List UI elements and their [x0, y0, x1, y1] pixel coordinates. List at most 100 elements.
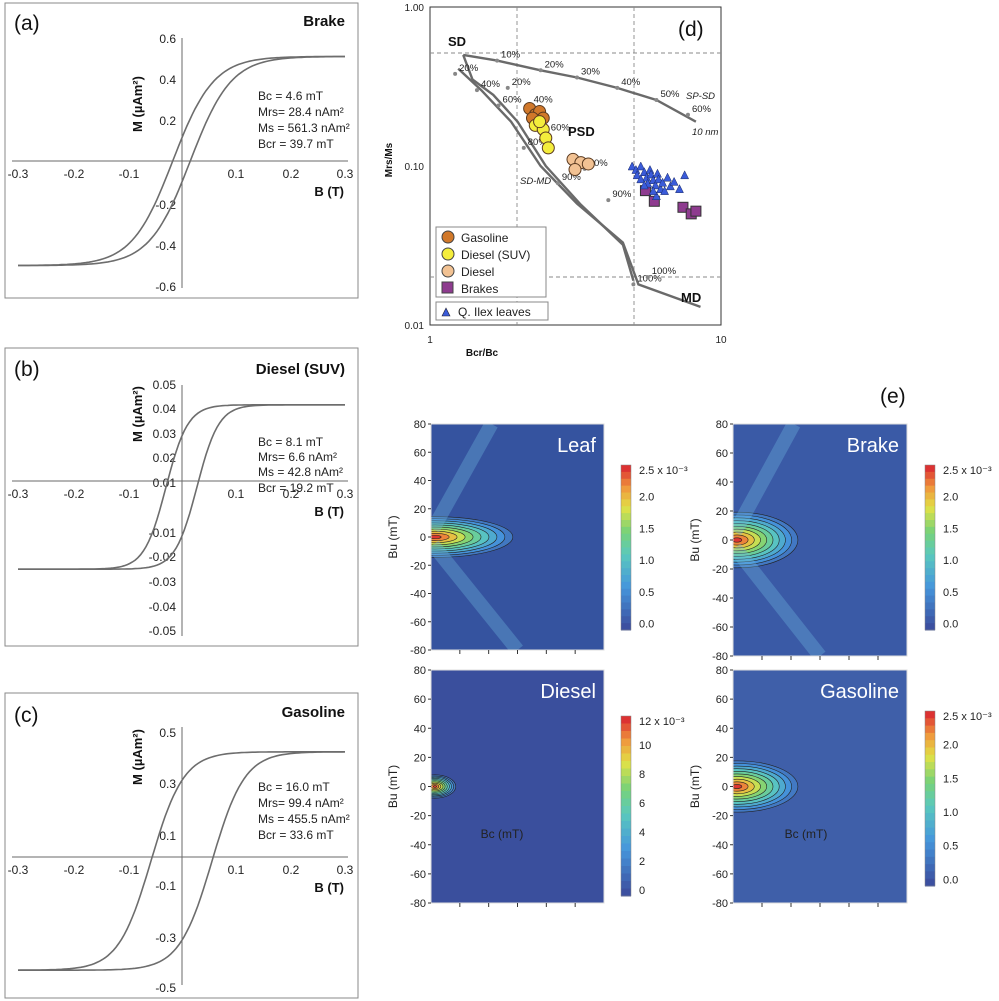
- colorbar-segment: [621, 888, 631, 897]
- data-point-diesel-suv: [533, 115, 547, 129]
- colorbar-segment: [621, 821, 631, 829]
- map-contours: [431, 424, 523, 650]
- colorbar-segment: [925, 856, 935, 865]
- colorbar-max-label: 2.5 x 10⁻³: [943, 711, 992, 723]
- mixing-point: [453, 71, 458, 76]
- data-point-brakes: [677, 201, 689, 213]
- colorbar-segment: [621, 746, 631, 754]
- colorbar-segment: [621, 465, 631, 473]
- y-tick-label: 1.00: [405, 3, 425, 14]
- colorbar-tick-label: 0.0: [943, 874, 958, 886]
- colorbar-segment: [621, 783, 631, 792]
- colorbar-segment: [925, 588, 935, 597]
- colorbar-segment: [621, 499, 631, 507]
- x-tick-label: 0.2: [283, 863, 300, 877]
- colorbar-segment: [925, 526, 935, 535]
- y-axis-label: Mrs/Ms: [384, 142, 395, 177]
- legend: Gasoline Diesel (SUV) Diesel Brakes Q. I…: [435, 226, 549, 321]
- colorbar-segment: [925, 561, 935, 569]
- data-point-q-ilex-leaves: [663, 172, 672, 182]
- colorbar-segment: [621, 738, 631, 747]
- y-tick-label: 0: [420, 782, 426, 794]
- colorbar-segment: [925, 725, 935, 734]
- colorbar-segment: [621, 561, 631, 569]
- colorbar-segment: [925, 485, 935, 493]
- y-tick-label: 20: [414, 752, 426, 764]
- mixing-point: [615, 85, 620, 90]
- data-point-q-ilex-leaves: [658, 177, 668, 187]
- colorbar-segment: [621, 492, 631, 500]
- colorbar-segment: [621, 547, 631, 555]
- y-tick-label: -0.1: [155, 879, 176, 893]
- y-tick-label: -60: [410, 869, 426, 881]
- y-tick-label: -80: [712, 651, 728, 663]
- y-axis-label: M (µAm²): [130, 76, 145, 132]
- colorbar-tick-label: 1.5: [943, 523, 958, 535]
- chart-title: Gasoline: [282, 704, 345, 721]
- param-line: Bcr = 33.6 mT: [258, 828, 334, 842]
- data-point-q-ilex-leaves: [636, 174, 646, 184]
- colorbar-segment: [621, 540, 631, 548]
- mixing-point: [574, 75, 579, 80]
- colorbar-segment: [925, 849, 935, 858]
- legend-entry: Brakes: [461, 282, 498, 296]
- colorbar-segment: [925, 471, 935, 480]
- y-tick-label: -20: [410, 811, 426, 823]
- mixing-percent-label: 20%: [545, 59, 565, 70]
- y-tick-label: -0.6: [155, 280, 176, 294]
- colorbar-segment: [621, 881, 631, 889]
- panel-label: (b): [14, 358, 40, 381]
- y-tick-label: 0.4: [159, 73, 176, 87]
- colorbar-segment: [621, 761, 631, 769]
- colorbar-segment: [925, 533, 935, 542]
- y-tick-label: 0.01: [153, 476, 177, 490]
- param-line: Ms = 455.5 nAm²: [258, 812, 350, 826]
- hysteresis-panel-gasoline: (c) Gasoline -0.3 -0.2 -0.1 0.1 0.2 0.3 …: [4, 692, 359, 999]
- map-title: Diesel: [540, 681, 596, 703]
- colorbar-segment: [925, 478, 935, 487]
- colorbar-tick-label: 0.5: [943, 841, 958, 853]
- forc-map-brake: Brake 80 60 40 20 0 -20 -40 -60 -80 Bu (mT) 2.5 x 1…: [688, 419, 992, 663]
- contour-level: [733, 537, 743, 543]
- colorbar-tick-label: 2.0: [639, 492, 654, 504]
- colorbar-segment: [621, 595, 631, 603]
- colorbar-segment: [925, 711, 935, 719]
- y-tick-label: -20: [712, 811, 728, 823]
- region-label-md: MD: [681, 290, 701, 305]
- colorbar-tick-label: 1.0: [943, 555, 958, 567]
- colorbar-segment: [621, 858, 631, 867]
- colorbar-segment: [925, 732, 935, 741]
- mixing-percent-label: 60%: [503, 95, 523, 106]
- mixing-percent-label: 100%: [637, 273, 662, 284]
- colorbar-segment: [925, 798, 935, 807]
- colorbar-tick-label: 10: [639, 740, 651, 752]
- colorbar-segment: [925, 747, 935, 756]
- y-axis-label: Bu (mT): [386, 515, 400, 558]
- y-tick-label: -0.3: [155, 931, 176, 945]
- data-point-q-ilex-leaves: [680, 170, 690, 180]
- mixing-point: [685, 112, 690, 117]
- mixing-point: [606, 198, 611, 203]
- colorbar-tick-label: 1.0: [943, 807, 958, 819]
- data-point-q-ilex-leaves: [654, 174, 663, 184]
- colorbar-segment: [621, 575, 631, 583]
- colorbar-frame: [924, 710, 936, 887]
- colorbar-segment: [621, 478, 631, 487]
- hysteresis-lower-branch: [18, 751, 346, 971]
- y-tick-label: 40: [716, 477, 728, 489]
- colorbar-segment: [925, 623, 935, 631]
- mixing-percent-label: 20%: [459, 63, 479, 74]
- map-contours: [733, 424, 826, 656]
- y-tick-label: -0.04: [149, 600, 177, 614]
- colorbar-frame: [620, 464, 632, 631]
- y-tick-label: 80: [414, 665, 426, 677]
- colorbar-segment: [621, 520, 631, 528]
- data-point-diesel: [568, 163, 582, 177]
- contour-level: [433, 785, 437, 788]
- mixing-point: [474, 88, 479, 93]
- colorbar-segment: [925, 602, 935, 610]
- y-tick-label: -60: [410, 617, 426, 629]
- param-line: Bcr = 39.7 mT: [258, 137, 334, 151]
- colorbar-segment: [621, 623, 631, 631]
